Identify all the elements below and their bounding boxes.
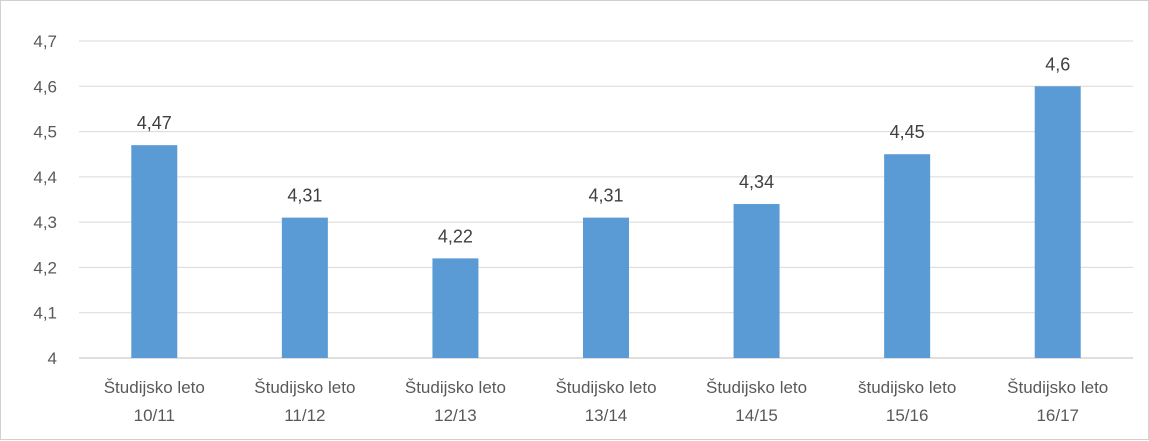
category-labels: Študijsko leto 10/11 Študijsko leto 11/12 Št…: [104, 378, 1109, 425]
category-label-line2: 12/13: [434, 406, 477, 425]
bar: [432, 258, 479, 358]
category-label-line1: Študijsko leto: [706, 378, 807, 397]
data-label: 4,31: [287, 186, 322, 206]
category-label-line1: Študijsko leto: [1007, 378, 1108, 397]
bars: [131, 86, 1081, 359]
data-label: 4,45: [890, 122, 925, 142]
category-label-line1: Študijsko leto: [555, 378, 656, 397]
y-tick-label: 4,5: [33, 123, 57, 142]
y-tick-label: 4,6: [33, 77, 57, 96]
category-label-line2: 14/15: [735, 406, 778, 425]
category-label-line1: Študijsko leto: [254, 378, 355, 397]
data-label: 4,31: [588, 186, 623, 206]
data-label: 4,34: [739, 172, 774, 192]
data-label: 4,47: [137, 113, 172, 133]
y-tick-label: 4: [48, 349, 57, 368]
y-tick-label: 4,1: [33, 304, 57, 323]
category-label-line1: Študijsko leto: [405, 378, 506, 397]
y-tick-label: 4,7: [33, 32, 57, 51]
bar: [281, 217, 328, 358]
data-label: 4,22: [438, 226, 473, 246]
data-labels: 4,47 4,31 4,22 4,31 4,34 4,45 4,6: [137, 54, 1070, 246]
category-label-line2: 10/11: [134, 406, 175, 425]
category-label-line2: 11/12: [284, 406, 325, 425]
category-label-line1: študijsko leto: [858, 378, 956, 397]
bar: [1034, 86, 1081, 359]
category-label-line2: 16/17: [1036, 406, 1079, 425]
category-label-line2: 13/14: [585, 406, 628, 425]
bar: [884, 154, 931, 358]
category-label-line1: Študijsko leto: [104, 378, 205, 397]
bar: [583, 217, 629, 358]
bar: [733, 204, 780, 358]
data-label: 4,6: [1045, 54, 1070, 74]
y-axis-ticks: 4 4,1 4,2 4,3 4,4 4,5 4,6 4,7: [33, 32, 57, 368]
bar: [131, 145, 178, 358]
y-tick-label: 4,4: [33, 168, 57, 187]
y-tick-label: 4,2: [33, 258, 57, 277]
y-tick-label: 4,3: [33, 213, 57, 232]
category-label-line2: 15/16: [886, 406, 929, 425]
